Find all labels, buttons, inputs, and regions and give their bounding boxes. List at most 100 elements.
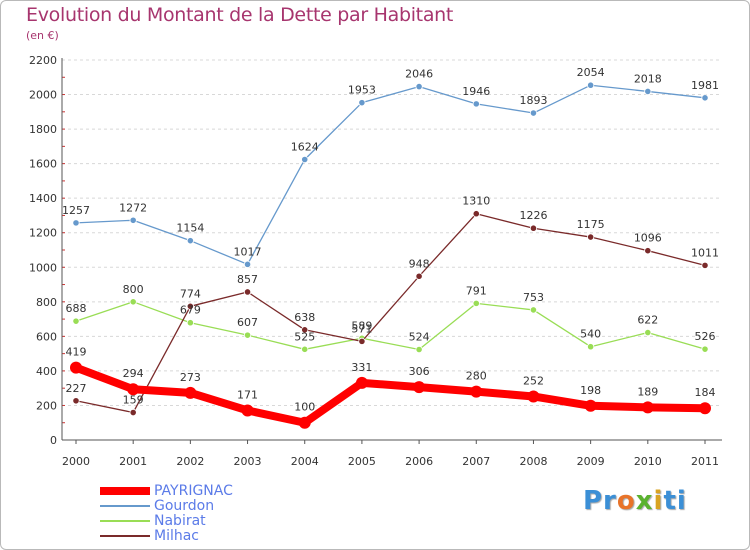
legend-item-payrignac: PAYRIGNAC (100, 483, 320, 499)
legend-swatch (100, 487, 150, 495)
x-tick-label: 2000 (62, 455, 90, 468)
data-label: 227 (66, 382, 87, 395)
data-point (184, 386, 197, 399)
data-label: 198 (580, 384, 601, 397)
data-point (472, 210, 480, 218)
data-point (72, 219, 80, 227)
data-point (699, 402, 711, 415)
legend-label: PAYRIGNAC (154, 483, 233, 499)
data-label: 1154 (176, 222, 204, 235)
y-tick-label: 2000 (29, 89, 57, 102)
series-payrignac (70, 361, 711, 429)
data-label: 1011 (691, 246, 719, 259)
data-label: 688 (66, 302, 87, 315)
data-point (529, 109, 538, 117)
labels-payrignac: 419 294 273 171 100 331 306 280 252 198 189 184 (66, 346, 716, 414)
legend: PAYRIGNAC Gourdon Nabirat Milhac (100, 483, 320, 544)
data-point (358, 99, 366, 107)
data-label: 280 (466, 370, 487, 383)
data-point (644, 247, 652, 255)
legend-swatch (100, 535, 150, 537)
data-point (641, 401, 654, 414)
data-point (529, 224, 538, 232)
data-label: 1946 (462, 85, 490, 98)
series-line (75, 84, 706, 265)
data-label: 948 (409, 257, 430, 270)
data-label: 1953 (348, 84, 376, 97)
data-label: 589 (351, 319, 372, 332)
y-tick-label: 400 (36, 365, 57, 378)
data-label: 331 (351, 361, 372, 374)
data-label: 622 (637, 314, 658, 327)
data-point (241, 404, 254, 417)
data-label: 294 (123, 367, 144, 380)
y-tick-label: 0 (50, 434, 57, 447)
series-milhac (72, 210, 709, 417)
data-label: 2018 (634, 72, 662, 85)
x-tick-label: 2001 (119, 455, 147, 468)
data-point (527, 390, 540, 403)
x-tick-label: 2005 (348, 455, 376, 468)
data-label: 571 (351, 322, 372, 335)
data-label: 171 (237, 388, 258, 401)
data-point (72, 317, 80, 325)
data-label: 753 (523, 291, 544, 304)
x-tick-label: 2004 (291, 455, 319, 468)
legend-label: Nabirat (154, 513, 206, 529)
data-label: 273 (180, 371, 201, 384)
data-point (355, 376, 368, 389)
data-point (70, 361, 82, 374)
labels-milhac: 227 159 774 857 638 571 948 1310 1226 1175 1096 101… (66, 195, 720, 407)
chart-subtitle: (en €) (26, 29, 59, 42)
data-point (186, 319, 194, 327)
chart-title: Evolution du Montant de la Dette par Hab… (26, 4, 454, 26)
data-point (301, 155, 309, 164)
data-point (415, 345, 423, 354)
data-point (587, 233, 595, 241)
data-point (472, 100, 480, 108)
data-label: 679 (180, 304, 201, 317)
data-label: 1175 (577, 218, 605, 231)
y-tick-label: 2200 (29, 54, 57, 67)
data-point (587, 343, 595, 351)
x-tick-label: 2007 (462, 455, 490, 468)
data-point (129, 298, 137, 306)
data-point (529, 306, 538, 314)
data-label: 1272 (119, 201, 147, 214)
legend-label: Milhac (154, 528, 200, 544)
x-tick-label: 2010 (634, 455, 662, 468)
y-tick-label: 1000 (29, 261, 57, 274)
data-point (644, 328, 652, 337)
legend-swatch (100, 520, 150, 522)
data-label: 791 (466, 284, 487, 297)
data-point (587, 81, 595, 89)
data-label: 525 (294, 330, 315, 343)
x-tick-label: 2006 (405, 455, 433, 468)
data-point (301, 345, 309, 353)
data-point (472, 299, 480, 307)
y-tick-label: 1400 (29, 192, 57, 205)
data-point (72, 397, 80, 405)
data-point (243, 331, 252, 339)
legend-item-nabirat: Nabirat (100, 513, 320, 529)
data-label: 2054 (577, 66, 605, 79)
y-tick-label: 800 (36, 296, 57, 309)
data-label: 540 (580, 328, 601, 341)
data-point (470, 385, 483, 398)
data-label: 306 (409, 365, 430, 378)
data-point (301, 326, 309, 334)
data-label: 1226 (519, 209, 547, 222)
y-tick-label: 1800 (29, 123, 57, 136)
series-gourdon (72, 81, 709, 268)
data-label: 638 (294, 311, 315, 324)
data-point (415, 83, 423, 91)
series-line (75, 213, 706, 414)
x-tick-label: 2003 (234, 455, 262, 468)
series-line (72, 363, 709, 427)
x-tick-label: 2009 (577, 455, 605, 468)
x-tick-label: 2008 (519, 455, 547, 468)
data-point (413, 381, 426, 394)
data-label: 857 (237, 273, 258, 286)
data-label: 607 (237, 316, 258, 329)
